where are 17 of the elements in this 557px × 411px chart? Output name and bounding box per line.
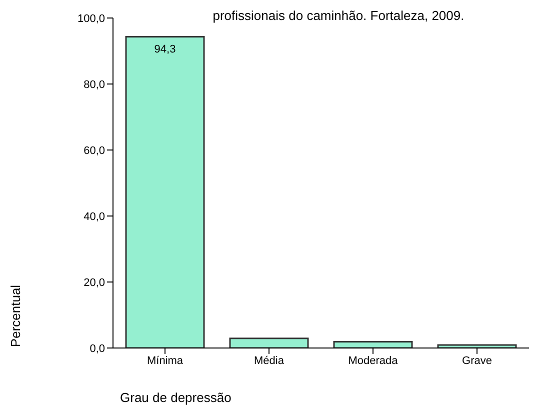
- bar: [333, 340, 413, 348]
- x-axis-title: Grau de depressão: [120, 390, 232, 405]
- y-axis-title: Percentual: [8, 284, 24, 350]
- y-tick-label: 60,0: [84, 144, 105, 157]
- y-tick-label: 0,0: [90, 342, 105, 355]
- x-tick-label: Grave: [462, 354, 492, 367]
- data-label: 94,3: [154, 44, 176, 56]
- x-tick-label: Mínima: [146, 354, 184, 367]
- y-tick-label: 80,0: [84, 78, 105, 91]
- chart-title: profissionais do caminhão. Fortaleza, 2009.: [212, 8, 466, 23]
- y-tick-label: 100,0: [77, 12, 105, 25]
- y-tick-label: 20,0: [84, 276, 105, 289]
- bar: [125, 36, 205, 348]
- bar: [229, 338, 309, 348]
- x-tick-label: Média: [254, 354, 285, 367]
- y-tick-label: 40,0: [84, 210, 105, 223]
- x-tick-label: Moderada: [348, 354, 399, 367]
